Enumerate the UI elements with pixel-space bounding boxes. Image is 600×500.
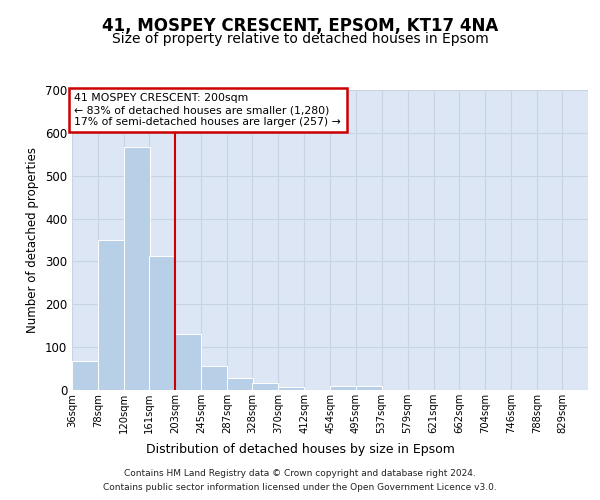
- Bar: [331, 386, 356, 390]
- Y-axis label: Number of detached properties: Number of detached properties: [26, 147, 40, 333]
- Text: Contains HM Land Registry data © Crown copyright and database right 2024.: Contains HM Land Registry data © Crown c…: [124, 468, 476, 477]
- Bar: [124, 146, 150, 390]
- Bar: [149, 256, 175, 390]
- Bar: [175, 334, 201, 390]
- Bar: [72, 361, 98, 390]
- Text: Size of property relative to detached houses in Epsom: Size of property relative to detached ho…: [112, 32, 488, 46]
- Bar: [201, 366, 227, 390]
- Bar: [253, 382, 278, 390]
- Bar: [227, 378, 253, 390]
- Text: 41, MOSPEY CRESCENT, EPSOM, KT17 4NA: 41, MOSPEY CRESCENT, EPSOM, KT17 4NA: [102, 18, 498, 36]
- Text: Distribution of detached houses by size in Epsom: Distribution of detached houses by size …: [146, 442, 454, 456]
- Bar: [98, 240, 124, 390]
- Bar: [356, 386, 382, 390]
- Text: 41 MOSPEY CRESCENT: 200sqm
← 83% of detached houses are smaller (1,280)
17% of s: 41 MOSPEY CRESCENT: 200sqm ← 83% of deta…: [74, 94, 341, 126]
- Bar: [278, 386, 304, 390]
- Text: Contains public sector information licensed under the Open Government Licence v3: Contains public sector information licen…: [103, 484, 497, 492]
